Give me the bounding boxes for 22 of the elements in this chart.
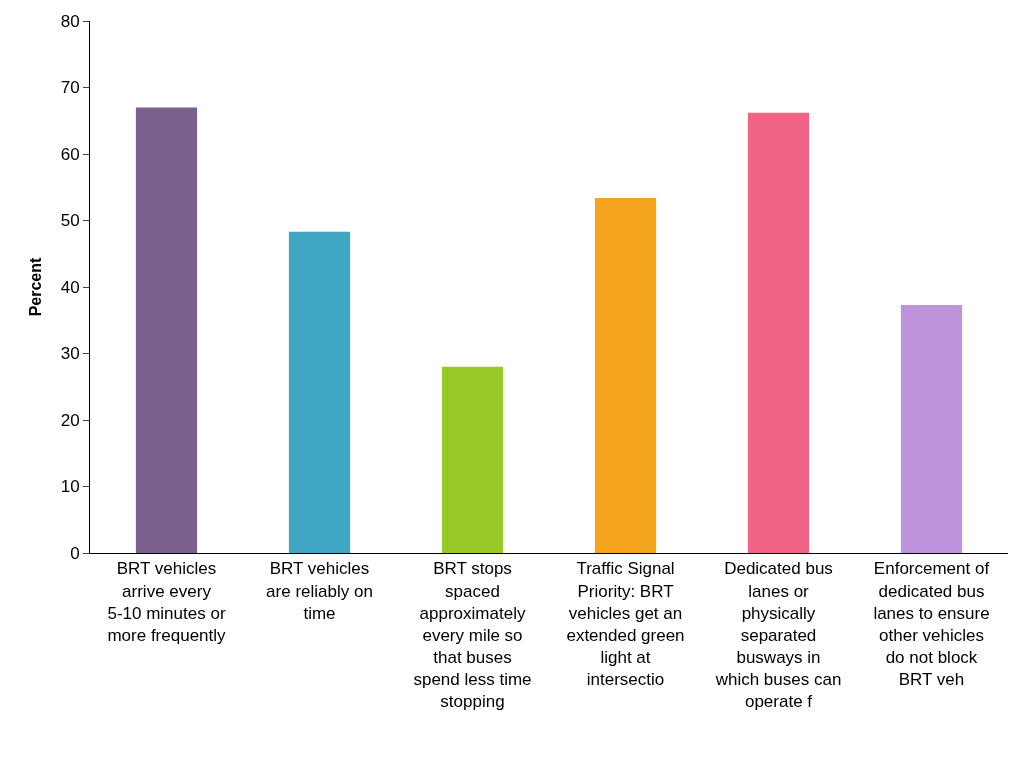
bar	[747, 112, 810, 553]
y-tick-label: 70	[60, 78, 80, 98]
x-tick-label: Enforcement of dedicated bus lanes to ensure other vehicles do not block BRT veh	[873, 559, 990, 689]
bar	[441, 366, 504, 553]
bar	[135, 107, 198, 553]
bar	[594, 197, 657, 553]
x-tick-label: BRT stops spaced approximately every mile so that buses spend less time stopping	[413, 559, 532, 711]
y-tick-label: 30	[60, 344, 80, 364]
y-axis-title: Percent	[26, 256, 44, 317]
x-tick-label: BRT vehicles arrive every 5-10 minutes or more frequently	[107, 559, 227, 645]
y-tick-label: 20	[60, 410, 80, 430]
y-tick-label: 50	[60, 211, 80, 231]
y-tick-label: 0	[70, 543, 80, 563]
y-tick-label: 80	[60, 11, 80, 31]
bar	[900, 304, 963, 553]
y-tick-label: 60	[60, 144, 80, 164]
y-tick-label: 10	[60, 477, 80, 497]
y-tick-label: 40	[60, 277, 80, 297]
x-tick-label: Traffic Signal Priority: BRT vehicles get an extended green light at intersectio	[566, 559, 685, 689]
x-tick-label: BRT vehicles are reliably on time	[266, 559, 373, 623]
x-tick-label: Dedicated bus lanes or physically separated busways in which buses can operate f	[714, 559, 842, 711]
bar	[288, 231, 351, 553]
